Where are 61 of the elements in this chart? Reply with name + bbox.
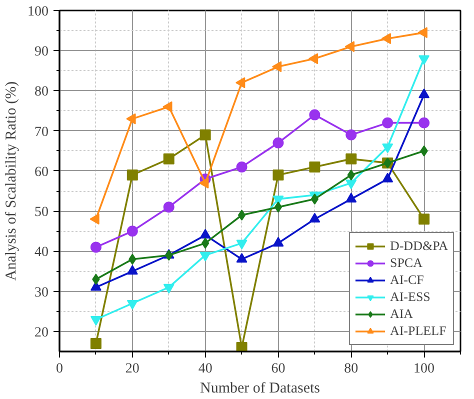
point bbox=[346, 192, 357, 202]
point bbox=[162, 101, 172, 112]
point bbox=[272, 236, 284, 247]
point bbox=[126, 113, 136, 124]
x-tick-label: 100 bbox=[414, 362, 435, 376]
point bbox=[90, 242, 102, 253]
y-tick-label: 20 bbox=[34, 325, 48, 340]
x-tick-label: 80 bbox=[344, 362, 358, 376]
x-axis-title: Number of Datasets bbox=[200, 380, 320, 396]
point bbox=[90, 214, 100, 225]
legend-label: SPCA bbox=[390, 255, 422, 271]
point bbox=[344, 41, 355, 52]
x-tick-label: 0 bbox=[56, 362, 63, 376]
point bbox=[199, 178, 209, 189]
legend-label: D-DD&PA bbox=[390, 238, 448, 254]
point bbox=[236, 252, 248, 263]
point bbox=[418, 214, 430, 225]
point bbox=[236, 161, 248, 172]
point bbox=[272, 137, 284, 148]
point bbox=[200, 228, 211, 239]
point bbox=[309, 109, 320, 120]
point bbox=[272, 61, 282, 72]
point bbox=[418, 55, 430, 65]
point bbox=[200, 129, 211, 140]
point bbox=[163, 153, 174, 164]
point bbox=[126, 226, 138, 237]
y-axis-title: Analysis of Scalability Ratio (%) bbox=[4, 81, 20, 281]
y-tick-label: 100 bbox=[28, 4, 48, 20]
point bbox=[238, 210, 246, 221]
point bbox=[274, 202, 282, 213]
y-tick-label: 90 bbox=[34, 44, 48, 60]
point bbox=[126, 169, 138, 180]
x-tick-label: 40 bbox=[198, 362, 212, 376]
x-tick-label: 20 bbox=[125, 362, 140, 376]
y-tick-label: 80 bbox=[34, 84, 48, 100]
point bbox=[418, 117, 430, 128]
y-tick-label: 60 bbox=[34, 164, 48, 180]
point bbox=[309, 161, 320, 172]
point bbox=[382, 117, 394, 128]
x-tick-label: 60 bbox=[271, 362, 286, 376]
point bbox=[201, 238, 210, 249]
point bbox=[163, 202, 174, 213]
point bbox=[90, 338, 102, 349]
point bbox=[382, 172, 394, 182]
legend-label: AI-PLELF bbox=[390, 323, 446, 339]
y-tick-label: 40 bbox=[34, 245, 48, 260]
point bbox=[309, 212, 320, 222]
point bbox=[236, 342, 248, 352]
y-tick-label: 70 bbox=[34, 124, 48, 140]
point bbox=[236, 77, 246, 88]
legend-label: AI-CF bbox=[390, 272, 424, 288]
legend-label: AIA bbox=[390, 306, 414, 322]
point bbox=[126, 264, 138, 275]
point bbox=[308, 53, 318, 64]
point bbox=[310, 194, 319, 205]
point bbox=[346, 153, 357, 164]
y-tick-label: 30 bbox=[34, 285, 48, 300]
point bbox=[272, 169, 284, 180]
point bbox=[346, 129, 357, 140]
y-tick-label: 50 bbox=[34, 205, 48, 220]
legend-label: AI-ESS bbox=[390, 289, 430, 305]
